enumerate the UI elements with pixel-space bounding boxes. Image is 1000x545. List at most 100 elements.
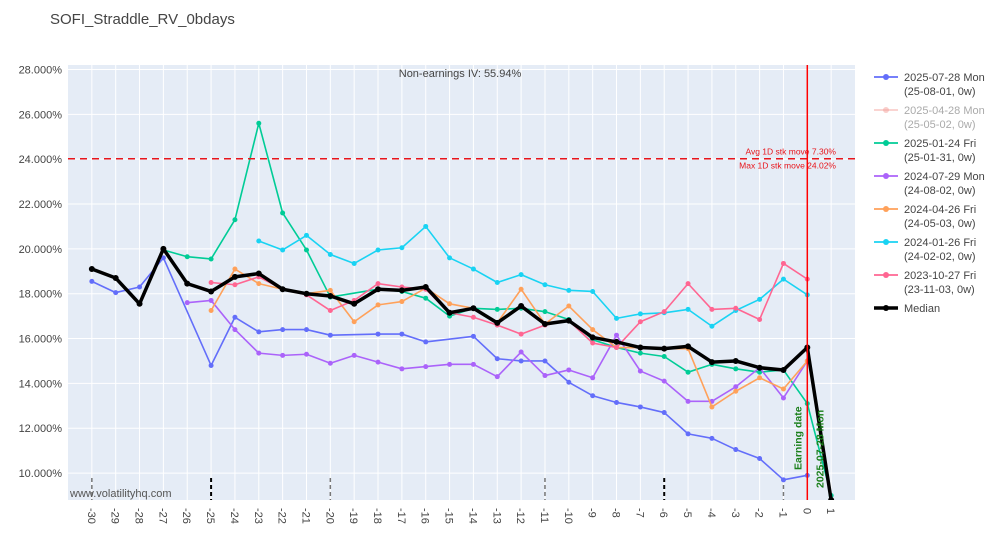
- legend: 2025-07-28 Mon (25-08-01, 0w) 2025-04-28 M…: [874, 72, 985, 315]
- x-tick-label: -18: [371, 508, 383, 524]
- series-point: [89, 278, 95, 284]
- series-point: [303, 232, 309, 238]
- series-point: [780, 366, 787, 373]
- series-line: [163, 122, 832, 496]
- series-point: [541, 320, 548, 327]
- series-point: [494, 356, 500, 362]
- series-line: [91, 247, 833, 500]
- series-point: [256, 238, 262, 244]
- legend-marker: [883, 206, 889, 212]
- series-point: [470, 266, 476, 272]
- series-point: [446, 309, 453, 316]
- y-tick-label: 16.000%: [19, 334, 63, 346]
- series-point: [256, 281, 262, 287]
- series-point: [303, 247, 309, 253]
- series-point: [280, 247, 286, 253]
- series-point: [494, 306, 500, 312]
- legend-marker: [883, 140, 889, 146]
- series-point: [470, 305, 477, 312]
- series-point: [685, 306, 691, 312]
- series-point: [327, 292, 334, 299]
- series-point: [637, 344, 644, 351]
- x-tick-label: -20: [323, 508, 335, 524]
- series-point: [280, 210, 286, 216]
- series-point: [447, 301, 453, 307]
- x-tick-label: -8: [610, 508, 622, 518]
- series-point: [112, 275, 119, 282]
- series-point: [256, 350, 262, 356]
- series-point: [160, 255, 166, 261]
- series-point: [351, 300, 358, 307]
- series-point: [661, 378, 667, 384]
- y-tick-label: 14.000%: [19, 378, 63, 390]
- series-point: [518, 286, 524, 292]
- legend-label: 2024-01-26 Fri: [904, 237, 976, 249]
- series-point: [613, 338, 620, 345]
- series-point: [733, 305, 739, 311]
- series-line: [211, 262, 808, 349]
- x-tick-label: -1: [776, 508, 788, 518]
- series-point: [733, 447, 739, 453]
- x-tick-label: -7: [633, 508, 645, 518]
- legend-label: 2025-01-24 Fri: [904, 138, 976, 150]
- series-point: [447, 361, 453, 367]
- legend-label: 2024-07-29 Mon: [904, 171, 985, 183]
- series-point: [709, 404, 715, 410]
- y-tick-label: 20.000%: [19, 244, 63, 256]
- series-point: [280, 352, 286, 358]
- series-point: [232, 266, 238, 272]
- x-tick-label: -23: [252, 508, 264, 524]
- legend-label: (23-11-03, 0w): [904, 284, 975, 296]
- series-point: [685, 343, 692, 350]
- avg-move-label: Avg 1D stk move 7.30%: [745, 147, 836, 157]
- series-point: [494, 280, 500, 285]
- series-point: [637, 319, 643, 325]
- series-point: [208, 280, 214, 285]
- y-tick-label: 12.000%: [19, 423, 63, 435]
- series-point: [303, 351, 309, 357]
- legend-label: (24-08-02, 0w): [904, 185, 976, 197]
- x-axis: -30 -29 -28 -27 -26 -25 -24 -23 -22 -21 -20 -19 -18-…: [85, 508, 836, 524]
- series-point: [518, 331, 524, 337]
- series-point: [423, 339, 429, 345]
- earning-date-value: 2025-07-28 Mon: [814, 410, 826, 488]
- legend-label: (24-02-02, 0w): [904, 251, 976, 263]
- watermark: www.volatilityhq.com: [69, 488, 171, 500]
- series-point: [542, 309, 548, 315]
- legend-label: (25-01-31, 0w): [904, 152, 976, 164]
- series-point: [327, 308, 333, 314]
- series-point: [685, 398, 691, 404]
- earning-date-label: Earning date: [792, 406, 804, 470]
- y-tick-label: 10.000%: [19, 468, 63, 480]
- series-point: [518, 358, 524, 364]
- legend-marker: [883, 107, 889, 113]
- series-point: [494, 374, 500, 380]
- series-point: [327, 251, 333, 257]
- series-point: [780, 477, 786, 483]
- x-tick-label: 0: [800, 508, 812, 514]
- series-point: [733, 384, 739, 390]
- series-point: [470, 361, 476, 367]
- series-point: [566, 379, 572, 385]
- grid-lines: [68, 65, 855, 500]
- series-point: [470, 314, 476, 320]
- x-tick-label: -22: [276, 508, 288, 524]
- series-point: [614, 332, 620, 338]
- series-point: [756, 364, 763, 371]
- series-point: [470, 333, 476, 339]
- iv-annotation: Non-earnings IV: 55.94%: [399, 68, 522, 80]
- series-point: [375, 302, 381, 308]
- series-point: [231, 273, 238, 280]
- y-tick-label: 26.000%: [19, 109, 63, 121]
- series-point: [399, 331, 405, 337]
- series-point: [256, 120, 262, 126]
- series-point: [232, 282, 238, 288]
- x-tick-label: -6: [657, 508, 669, 518]
- y-tick-label: 18.000%: [19, 289, 63, 301]
- series-point: [709, 323, 715, 329]
- x-tick-label: -9: [586, 508, 598, 518]
- series-point: [208, 256, 214, 262]
- x-tick-label: -12: [514, 508, 526, 524]
- y-tick-label: 22.000%: [19, 199, 63, 211]
